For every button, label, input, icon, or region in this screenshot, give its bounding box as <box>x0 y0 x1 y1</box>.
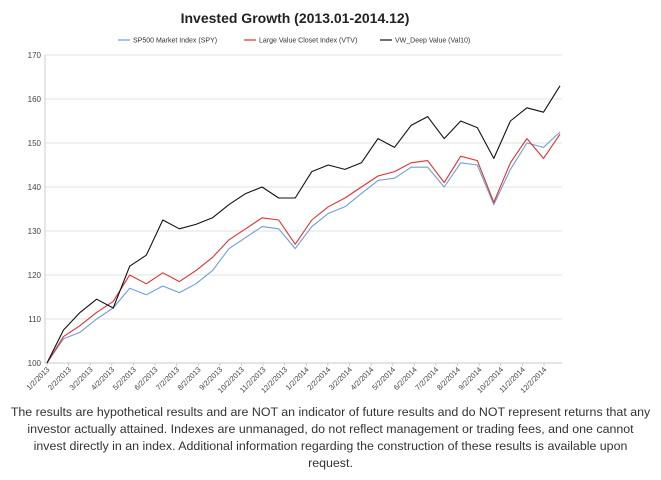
y-axis: 100 110 120 130 140 150 160 170 <box>28 51 46 368</box>
chart: Invested Growth (2013.01-2014.12) SP500 … <box>24 10 562 395</box>
legend: SP500 Market Index (SPY) Large Value Clos… <box>118 38 470 45</box>
y-tick-label: 110 <box>28 315 41 324</box>
x-axis: 1/2/20132/2/20133/2/20134/2/20135/2/2013… <box>24 362 562 395</box>
chart-svg: Invested Growth (2013.01-2014.12) SP500 … <box>24 10 562 395</box>
chart-title: Invested Growth (2013.01-2014.12) <box>181 10 410 26</box>
y-tick-label: 170 <box>28 51 42 60</box>
legend-label: SP500 Market Index (SPY) <box>133 38 217 45</box>
y-tick-label: 140 <box>28 183 42 192</box>
y-tick-label: 150 <box>28 139 42 148</box>
disclaimer-text: The results are hypothetical results and… <box>10 405 651 470</box>
legend-label: Large Value Closet Index (VTV) <box>259 38 357 45</box>
y-tick-label: 100 <box>28 359 42 368</box>
y-tick-label: 160 <box>28 95 42 104</box>
series-line-1 <box>46 131 561 364</box>
y-tick-label: 130 <box>28 227 42 236</box>
series-lines <box>46 85 561 364</box>
series-line-3 <box>46 85 561 364</box>
y-tick-label: 120 <box>28 271 42 280</box>
legend-label: VW_Deep Value (Val10) <box>395 38 470 45</box>
grid <box>45 54 562 364</box>
series-line-2 <box>46 133 561 364</box>
